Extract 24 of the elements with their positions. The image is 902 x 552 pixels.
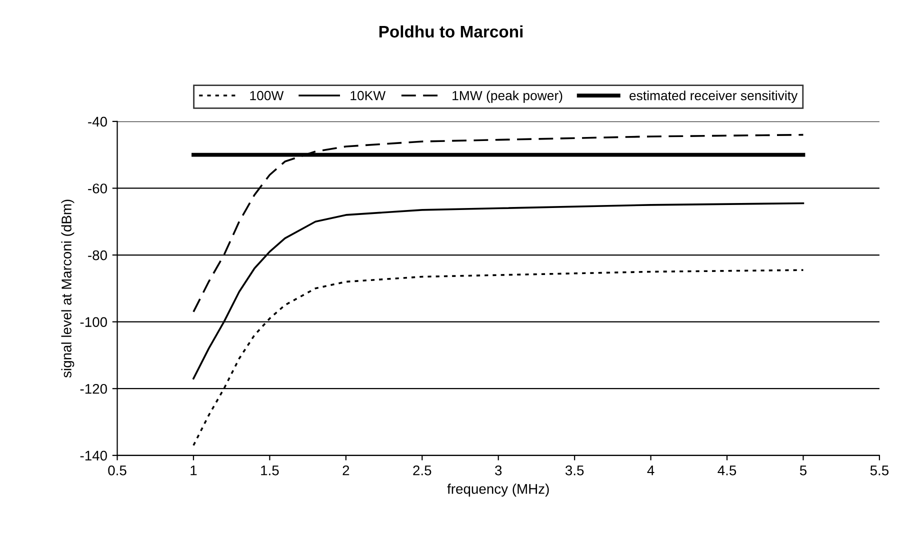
legend-label: 1MW (peak power) bbox=[452, 90, 562, 103]
y-axis-title: signal level at Marconi (dBm) bbox=[61, 200, 74, 378]
y-tick-label: -40 bbox=[88, 116, 107, 127]
y-tick-label: -120 bbox=[80, 384, 107, 394]
x-tick-label: 3 bbox=[495, 465, 502, 476]
y-tick-label: -140 bbox=[80, 450, 107, 461]
x-tick-label: 0.5 bbox=[108, 465, 126, 476]
x-tick-label: 1.5 bbox=[261, 466, 279, 476]
x-tick-label: 2.5 bbox=[413, 465, 432, 476]
y-tick-label: -100 bbox=[80, 317, 107, 327]
y-tick-label: -80 bbox=[88, 250, 107, 260]
x-tick-label: 2 bbox=[342, 465, 350, 476]
x-tick-label: 5.5 bbox=[870, 466, 889, 476]
x-axis-title: frequency (MHz) bbox=[447, 484, 549, 497]
legend-label: 100W bbox=[250, 90, 284, 100]
x-tick-label: 3.5 bbox=[565, 465, 584, 476]
legend-label: estimated receiver sensitivity bbox=[630, 90, 798, 103]
y-tick-label: -60 bbox=[88, 184, 107, 194]
legend-label: 10KW bbox=[350, 90, 386, 100]
x-tick-label: 5 bbox=[800, 466, 807, 476]
x-tick-label: 1 bbox=[190, 466, 197, 476]
chart-title: Poldhu to Marconi bbox=[379, 25, 523, 38]
x-tick-label: 4.5 bbox=[718, 466, 736, 476]
x-tick-label: 4 bbox=[647, 466, 654, 476]
